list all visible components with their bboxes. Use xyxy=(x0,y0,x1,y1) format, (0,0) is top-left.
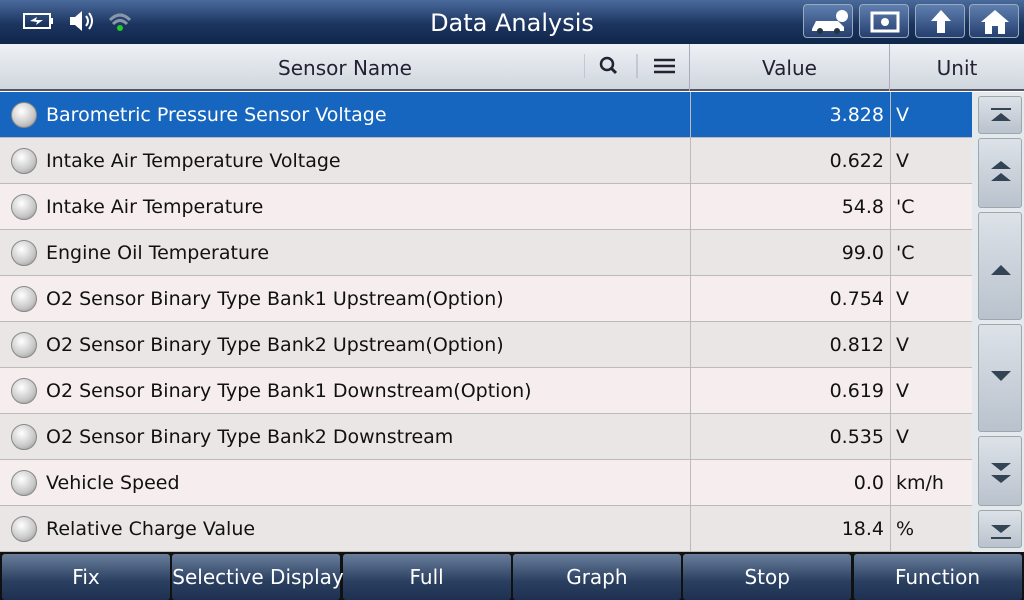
sensor-value: 18.4 xyxy=(690,506,884,551)
toolbar-button[interactable]: Fix xyxy=(2,554,170,600)
sensor-unit: V xyxy=(890,322,972,367)
row-indicator xyxy=(11,378,37,404)
column-header[interactable]: Value xyxy=(690,44,890,91)
sensor-name: Relative Charge Value xyxy=(46,518,256,540)
toolbar: Fix Selective Display Full Graph Stop Functio… xyxy=(0,552,1024,600)
sensor-name: Intake Air Temperature Voltage xyxy=(46,150,341,172)
column-title: Sensor Name xyxy=(278,56,412,80)
row-indicator xyxy=(11,148,37,174)
sensor-value: 0.622 xyxy=(690,138,884,183)
page-down-button[interactable] xyxy=(978,436,1022,506)
toolbar-button[interactable]: Full xyxy=(342,554,511,600)
table-body: Barometric Pressure Sensor Voltage 3.828 V… xyxy=(0,92,972,552)
title: Data Analysis xyxy=(430,9,594,37)
sensor-name: O2 Sensor Binary Type Bank1 Upstream(Opt… xyxy=(46,288,504,310)
sensor-value: 0.535 xyxy=(690,414,884,459)
row-indicator xyxy=(11,240,37,266)
table-row[interactable]: Intake Air Temperature 54.8 'C xyxy=(0,184,972,230)
row-indicator xyxy=(11,516,37,542)
page-up-button[interactable] xyxy=(978,138,1022,208)
table-row[interactable]: Relative Charge Value 18.4% xyxy=(0,506,972,552)
sensor-name: O2 Sensor Binary Type Bank2 Downstream xyxy=(46,426,454,448)
sensor-value: 0.619 xyxy=(690,368,884,413)
header-icons[interactable] xyxy=(584,52,684,82)
sensor-unit: 'C xyxy=(890,184,972,229)
line-up-button[interactable] xyxy=(978,212,1022,320)
row-indicator xyxy=(11,470,37,496)
table-header: Sensor Name Value Unit xyxy=(0,44,1024,91)
toolbar-button[interactable]: Selective Display xyxy=(172,554,344,600)
column-header[interactable]: Sensor Name xyxy=(0,44,690,91)
sensor-unit: km/h xyxy=(890,460,972,505)
row-indicator xyxy=(11,332,37,358)
sensor-unit: V xyxy=(890,368,972,413)
home-button[interactable] xyxy=(969,4,1019,38)
sensor-name: Intake Air Temperature xyxy=(46,196,264,218)
table-row[interactable]: O2 Sensor Binary Type Bank1 Upstream(Opt… xyxy=(0,276,972,322)
column-header[interactable]: Unit xyxy=(936,56,978,80)
sensor-unit: % xyxy=(890,506,972,551)
sensor-name: Engine Oil Temperature xyxy=(46,242,270,264)
table-row[interactable]: Intake Air Temperature Voltage 0.622 V xyxy=(0,138,972,184)
print-button[interactable] xyxy=(859,4,909,38)
table-row[interactable]: Barometric Pressure Sensor Voltage 3.828 V xyxy=(0,92,972,138)
back-button[interactable] xyxy=(915,4,965,38)
row-indicator xyxy=(11,424,37,450)
table-row[interactable]: Engine Oil Temperature 99.0 'C xyxy=(0,230,972,276)
sensor-value: 99.0 xyxy=(690,230,884,275)
top-bar: Data Analysis xyxy=(0,0,1024,44)
sensor-value: 3.828 xyxy=(690,92,884,137)
row-indicator xyxy=(11,102,37,128)
table-row[interactable]: O2 Sensor Binary Type Bank2 Downstream 0.… xyxy=(0,414,972,460)
sensor-name: Vehicle Speed xyxy=(46,472,180,494)
sensor-unit: 'C xyxy=(890,230,972,275)
sensor-name: O2 Sensor Binary Type Bank1 Downstream(O… xyxy=(46,380,532,402)
table-row[interactable]: Vehicle Speed 0.0 km/h xyxy=(0,460,972,506)
toolbar-button[interactable]: Function xyxy=(853,554,1022,600)
sensor-value: 0.754 xyxy=(690,276,884,321)
scroll-top-button[interactable] xyxy=(978,96,1022,134)
scrollbar xyxy=(972,92,1024,552)
sensor-value: 0.812 xyxy=(690,322,884,367)
sensor-name: Barometric Pressure Sensor Voltage xyxy=(46,104,387,126)
vehicle-info-button[interactable] xyxy=(803,4,853,38)
row-indicator xyxy=(11,286,37,312)
table-row[interactable]: O2 Sensor Binary Type Bank1 Downstream(O… xyxy=(0,368,972,414)
sensor-unit: V xyxy=(890,138,972,183)
scroll-bottom-button[interactable] xyxy=(978,510,1022,548)
sensor-unit: V xyxy=(890,414,972,459)
sensor-unit: V xyxy=(890,92,972,137)
line-down-button[interactable] xyxy=(978,324,1022,432)
status-icons xyxy=(23,11,132,31)
sensor-value: 54.8 xyxy=(690,184,884,229)
sensor-value: 0.0 xyxy=(690,460,884,505)
sensor-unit: V xyxy=(890,276,972,321)
toolbar-button[interactable]: Graph xyxy=(512,554,681,600)
table-row[interactable]: O2 Sensor Binary Type Bank2 Upstream(Opt… xyxy=(0,322,972,368)
sensor-name: O2 Sensor Binary Type Bank2 Upstream(Opt… xyxy=(46,334,504,356)
toolbar-button[interactable]: Stop xyxy=(683,554,852,600)
row-indicator xyxy=(11,194,37,220)
